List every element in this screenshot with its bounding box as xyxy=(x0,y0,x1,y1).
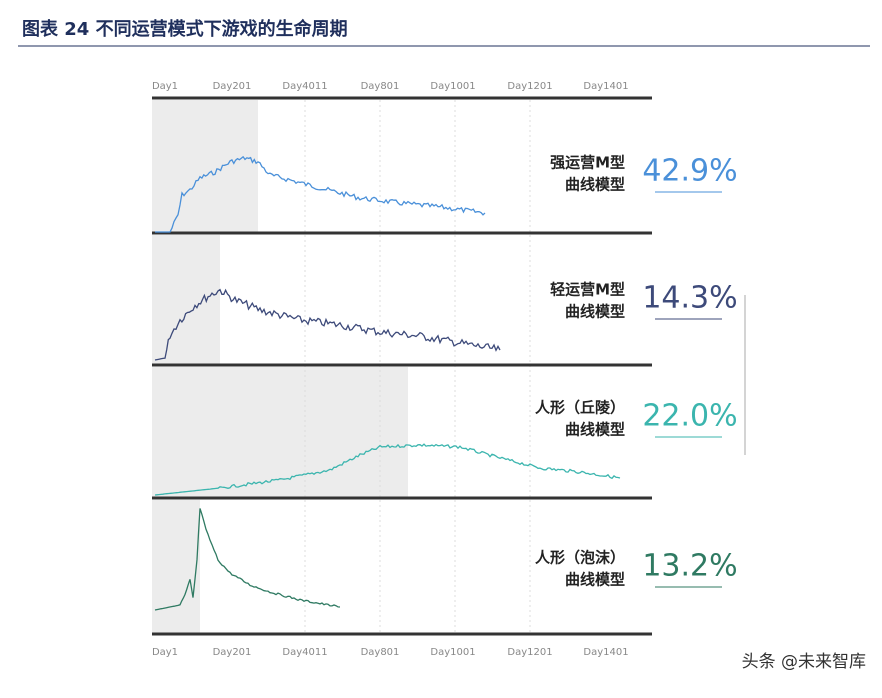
axis-label: Day1201 xyxy=(507,81,552,92)
share: 14.3% xyxy=(642,281,737,316)
share: 13.2% xyxy=(642,549,737,584)
shade xyxy=(152,367,408,497)
axis-label: Day4011 xyxy=(282,647,327,658)
axis-label: Day1001 xyxy=(430,647,475,658)
axis-label: Day1401 xyxy=(583,81,628,92)
model-name: 曲线模型 xyxy=(565,303,625,321)
axis-label: Day1001 xyxy=(430,81,475,92)
model-name: 人形（丘陵） xyxy=(535,399,625,417)
axis-label: Day4011 xyxy=(282,81,327,92)
model-name: 轻运营M型 xyxy=(550,281,625,299)
curve xyxy=(155,155,486,233)
title: 图表 24 不同运营模式下游戏的生命周期 xyxy=(22,18,348,40)
axis-label: Day1401 xyxy=(583,647,628,658)
panel-rules xyxy=(152,96,652,636)
curve xyxy=(154,508,341,611)
model-name: 强运营M型 xyxy=(550,154,625,172)
axis-label: Day1 xyxy=(152,647,178,658)
axis-label: Day1201 xyxy=(507,647,552,658)
axis-label: Day201 xyxy=(213,647,252,658)
axis-label: Day801 xyxy=(361,81,400,92)
axis-label: Day801 xyxy=(361,647,400,658)
model-name: 曲线模型 xyxy=(565,571,625,589)
watermark: 头条 @未来智库 xyxy=(742,652,866,672)
model-name: 人形（泡沫） xyxy=(535,549,625,567)
share: 42.9% xyxy=(642,154,737,189)
shade xyxy=(152,500,200,633)
curve xyxy=(154,288,501,361)
model-name: 曲线模型 xyxy=(565,176,625,194)
share: 22.0% xyxy=(642,399,737,434)
shade xyxy=(152,235,220,364)
shade xyxy=(152,100,258,232)
axis-label: Day1 xyxy=(152,81,178,92)
curve xyxy=(154,443,621,496)
axis-label: Day201 xyxy=(213,81,252,92)
model-name: 曲线模型 xyxy=(565,421,625,439)
